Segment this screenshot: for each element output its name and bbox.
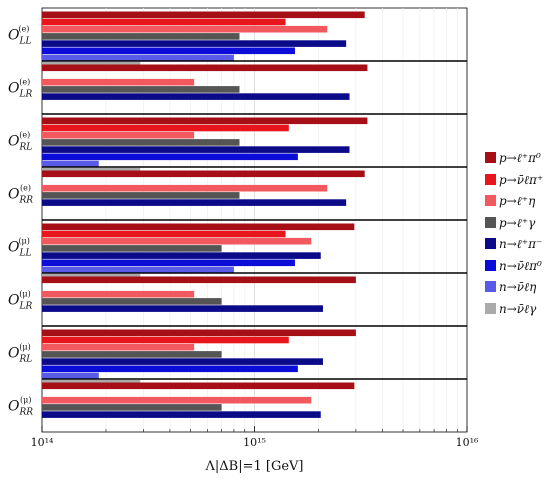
legend-swatch: [485, 173, 496, 185]
bar-7-4: [42, 351, 222, 358]
bar-3-3: [42, 131, 195, 139]
group-label: ORR(μ): [8, 396, 33, 418]
bar-8-1: [42, 382, 355, 390]
bar-6-1: [42, 276, 356, 284]
bar-7-1: [42, 329, 356, 337]
legend-item: n→ν̄ℓπ⁰: [485, 259, 542, 274]
legend-swatch: [485, 302, 496, 314]
bar-7-5: [42, 358, 323, 365]
group-label: OLL(e): [8, 25, 31, 47]
bar-1-1: [42, 11, 365, 19]
x-tick-label: 10¹⁶: [456, 436, 479, 449]
x-axis-label: Λ|ΔB|=1 [GeV]: [205, 459, 304, 474]
group-label: OLR(e): [8, 78, 32, 100]
bar-6-4: [42, 298, 222, 305]
bar-3-7: [42, 160, 99, 168]
x-tick-label: 10¹⁵: [243, 436, 266, 449]
legend-item: n→ℓ⁺π⁻: [485, 237, 542, 252]
x-tick-label: 10¹⁴: [31, 436, 54, 449]
bar-4-5: [42, 199, 347, 206]
bar-3-1: [42, 117, 368, 125]
legend-label: n→ν̄ℓπ⁰: [499, 258, 542, 273]
bar-8-5: [42, 411, 321, 418]
legend-label: n→ν̄ℓη: [499, 280, 537, 294]
legend-item: p→ν̄ℓπ⁺: [485, 173, 543, 188]
bar-1-5: [42, 40, 347, 47]
bar-6-3: [42, 290, 195, 298]
bar-1-3: [42, 25, 328, 33]
bar-7-7: [42, 372, 99, 380]
bar-5-4: [42, 245, 222, 252]
group-label: ORL(e): [8, 131, 32, 153]
bar-3-6: [42, 153, 298, 161]
bar-7-2: [42, 336, 289, 344]
bar-5-1: [42, 223, 355, 231]
legend-label: n→ν̄ℓγ: [499, 301, 537, 316]
legend-label: p→ν̄ℓπ⁺: [499, 172, 544, 187]
bar-5-7: [42, 266, 234, 274]
bar-4-4: [42, 192, 240, 199]
group-label: ORL(μ): [8, 343, 32, 365]
legend-swatch: [485, 238, 496, 249]
legend-item: n→ν̄ℓγ: [485, 302, 536, 317]
group-label: ORR(e): [8, 184, 33, 206]
bar-3-5: [42, 146, 350, 153]
legend-swatch: [485, 216, 496, 228]
bar-5-2: [42, 230, 286, 238]
legend-swatch: [485, 152, 496, 163]
bar-3-4: [42, 139, 240, 146]
bar-2-1: [42, 64, 368, 72]
legend-item: p→ℓ⁺γ: [485, 216, 535, 231]
bar-1-4: [42, 33, 240, 40]
bar-2-4: [42, 86, 240, 93]
bar-7-6: [42, 365, 298, 373]
legend-swatch: [485, 195, 496, 206]
bar-5-6: [42, 259, 295, 267]
bar-1-6: [42, 47, 295, 55]
bar-8-3: [42, 396, 312, 404]
legend-item: p→ℓ⁺π⁰: [485, 151, 541, 166]
bar-4-3: [42, 184, 328, 192]
bar-7-3: [42, 343, 195, 351]
bar-1-7: [42, 54, 234, 62]
bar-5-3: [42, 237, 312, 245]
bar-8-4: [42, 404, 222, 411]
legend-item: p→ℓ⁺η: [485, 194, 535, 209]
legend-item: n→ν̄ℓη: [485, 280, 536, 295]
bar-6-5: [42, 305, 323, 312]
legend-swatch: [485, 259, 496, 271]
bar-3-2: [42, 124, 289, 132]
bar-4-1: [42, 170, 365, 178]
legend-label: p→ℓ⁺γ: [499, 215, 536, 230]
bar-5-5: [42, 252, 321, 259]
bar-1-2: [42, 18, 286, 26]
legend-swatch: [485, 281, 496, 292]
legend-label: p→ℓ⁺π⁰: [499, 151, 541, 165]
group-label: OLL(μ): [8, 237, 31, 259]
bar-2-3: [42, 78, 195, 86]
group-label: OLR(μ): [8, 290, 32, 312]
legend-label: n→ℓ⁺π⁻: [499, 237, 543, 251]
legend-label: p→ℓ⁺η: [499, 194, 536, 208]
bar-2-5: [42, 93, 350, 100]
